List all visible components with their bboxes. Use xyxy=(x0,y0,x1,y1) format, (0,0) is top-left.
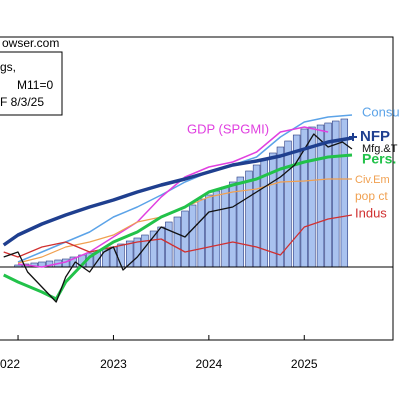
bar xyxy=(205,194,213,268)
x-tick-label: 2024 xyxy=(196,357,223,371)
x-tick-label: 022 xyxy=(0,357,20,371)
series-label: NFP xyxy=(360,128,390,145)
bar xyxy=(181,210,189,268)
series-line xyxy=(2,136,353,247)
bar xyxy=(276,146,285,268)
bar xyxy=(157,226,165,268)
legend-text: gs, xyxy=(0,60,16,74)
bar xyxy=(173,216,182,268)
plot-frame xyxy=(0,36,394,341)
series-label: Civ.Em xyxy=(355,174,390,186)
series-label: Pers. xyxy=(362,151,396,167)
series-marker xyxy=(349,133,357,141)
bar xyxy=(109,246,118,268)
x-tick-label: 2023 xyxy=(100,357,127,371)
x-tick-label: 2025 xyxy=(291,357,318,371)
series-label: Mfg.&T xyxy=(362,143,398,155)
bar xyxy=(197,198,205,268)
legend-text: M11=0 xyxy=(17,78,53,92)
legend-box xyxy=(0,51,63,116)
bar xyxy=(212,190,221,268)
legend-text: F 8/3/25 xyxy=(0,95,44,109)
bar xyxy=(221,186,229,268)
series-note: pop ct xyxy=(355,189,388,203)
series-line xyxy=(17,126,329,268)
series-label: GDP (SPGMI) xyxy=(187,121,269,136)
series-line xyxy=(3,214,353,258)
series-line xyxy=(17,114,353,263)
plot-area xyxy=(0,114,393,303)
series-label: Consu xyxy=(362,104,400,119)
bar xyxy=(292,134,301,268)
bar xyxy=(245,170,253,268)
bar xyxy=(117,243,125,268)
bar xyxy=(229,181,237,268)
series-line xyxy=(3,133,353,303)
bar xyxy=(188,204,197,268)
source-note: owser.com xyxy=(2,36,59,50)
series-label: Indus xyxy=(355,205,387,220)
